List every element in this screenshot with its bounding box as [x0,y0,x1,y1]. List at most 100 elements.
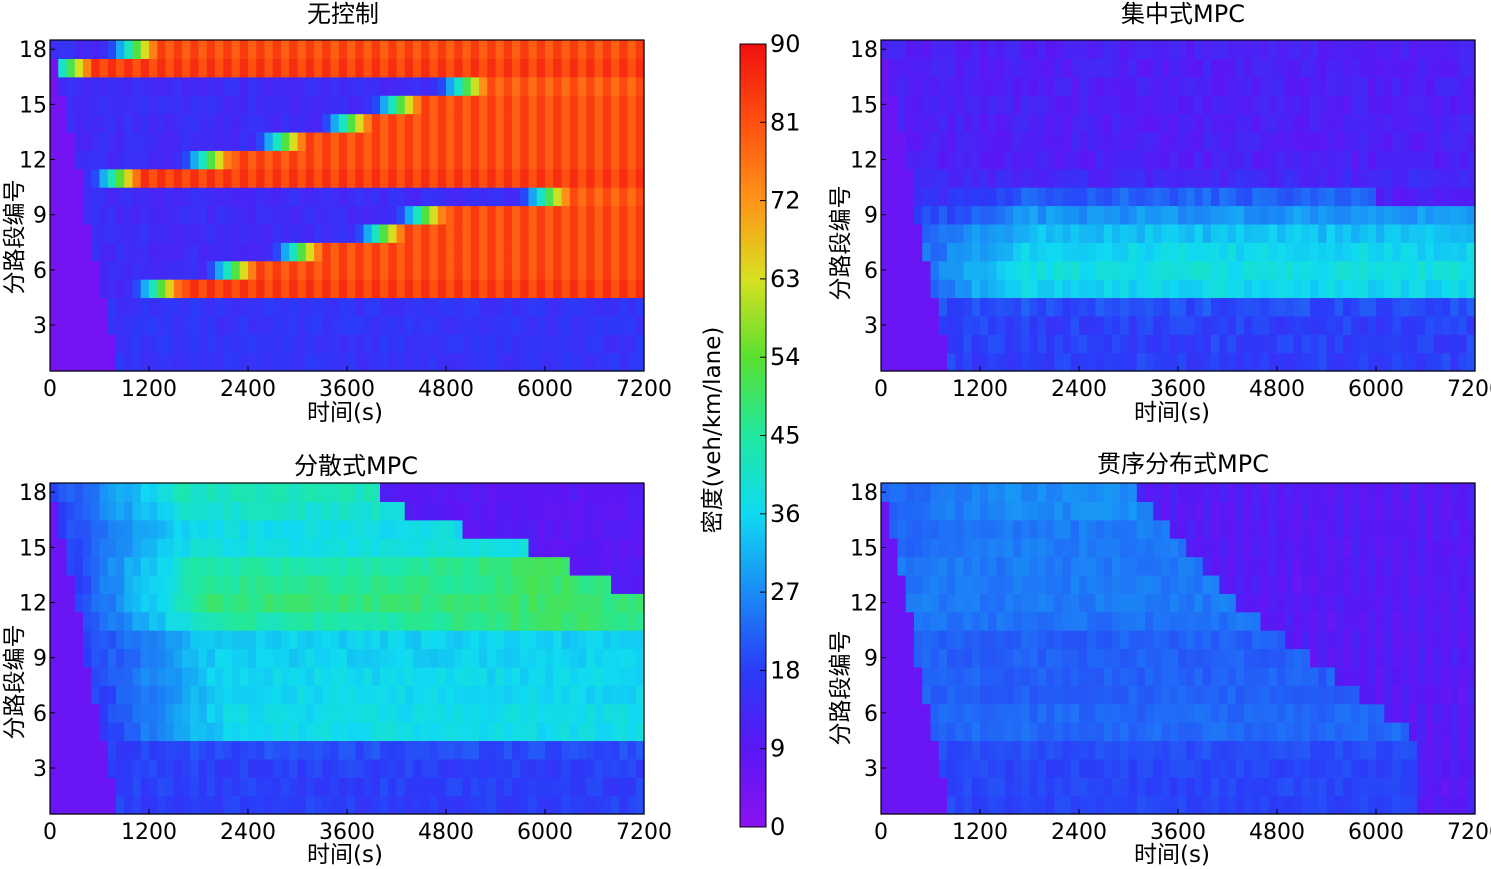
heatmap-cell [1219,76,1229,96]
heatmap-cell [58,150,68,170]
heatmap-cell [74,666,84,686]
heatmap-cell [74,242,84,262]
heatmap-cell [248,315,257,335]
heatmap-cell [1013,131,1022,151]
heatmap-cell [206,297,216,317]
heatmap-cell [578,352,587,372]
heatmap-cell [1318,242,1328,262]
heatmap-cell [487,205,497,225]
heatmap-cell [947,76,956,96]
heatmap-cell [1169,40,1179,59]
heatmap-cell [215,76,224,96]
heatmap-cell [1376,168,1385,188]
heatmap-cell [58,795,68,815]
heatmap-cell [594,574,604,594]
heatmap-cell [487,113,497,133]
y-tick-label: 3 [33,757,47,782]
heatmap-cell [1425,703,1435,723]
heatmap-cell [1343,131,1352,151]
heatmap-cell [619,334,629,354]
heatmap-cell [1021,40,1031,59]
heatmap-cell [1136,648,1146,668]
heatmap-cell [470,703,480,723]
heatmap-cell [239,223,249,243]
heatmap-cell [586,740,596,760]
heatmap-cell [182,538,191,558]
heatmap-cell [955,611,965,631]
heatmap-cell [1334,260,1344,280]
heatmap-cell [1285,630,1295,650]
heatmap-cell [50,685,59,705]
heatmap-cell [1409,113,1418,133]
heatmap-cell [371,113,381,133]
heatmap-cell [1400,58,1410,78]
heatmap-cell [905,795,915,815]
heatmap-cell [107,297,117,317]
heatmap-cell [371,795,381,815]
heatmap-cell [1070,58,1080,78]
heatmap-cell [124,501,134,521]
heatmap-cell [272,58,282,78]
heatmap-cell [297,113,307,133]
heatmap-cell [1054,187,1064,207]
heatmap-cell [421,574,431,594]
heatmap-cell [281,95,290,115]
heatmap-cell [470,334,480,354]
heatmap-cell [355,279,365,299]
heatmap-cell [1029,795,1039,815]
heatmap-cell [272,556,282,576]
heatmap-cell [1260,630,1270,650]
heatmap-cell [1219,574,1229,594]
heatmap-cell [1136,611,1146,631]
heatmap-cell [66,574,76,594]
heatmap-cell [396,795,406,815]
heatmap-cell [1376,795,1385,815]
heatmap-cell [905,205,915,225]
heatmap-cell [437,538,447,558]
heatmap-cell [297,574,307,594]
heatmap-cell [1070,574,1080,594]
heatmap-cell [355,758,365,778]
heatmap-cell [897,58,907,78]
heatmap-cell [124,113,134,133]
heatmap-cell [413,593,422,613]
heatmap-cell [635,223,645,243]
heatmap-cell [627,556,637,576]
heatmap-cell [1458,574,1468,594]
heatmap-cell [91,297,101,317]
heatmap-cell [1169,279,1179,299]
heatmap-cell [91,648,101,668]
heatmap-cell [479,556,488,576]
heatmap-cell [388,352,398,372]
heatmap-cell [545,150,554,170]
heatmap-cell [536,352,546,372]
heatmap-cell [495,519,505,539]
heatmap-cell [281,795,290,815]
heatmap-cell [107,187,117,207]
heatmap-cell [157,95,167,115]
heatmap-cell [1079,187,1088,207]
heatmap-cell [322,352,332,372]
heatmap-cell [897,703,907,723]
heatmap-cell [1128,758,1138,778]
heatmap-cell [1310,315,1319,335]
heatmap-cell [578,279,587,299]
heatmap-cell [1392,297,1402,317]
heatmap-cell [58,334,68,354]
heatmap-cell [1260,722,1270,742]
heatmap-cell [1128,187,1138,207]
heatmap-cell [173,76,183,96]
heatmap-cell [1310,556,1319,576]
heatmap-cell [1029,242,1039,262]
heatmap-cell [388,242,398,262]
heatmap-cell [988,630,998,650]
heatmap-cell [305,538,315,558]
heatmap-cell [1260,777,1270,797]
heatmap-cell [198,758,208,778]
heatmap-cell [905,131,915,151]
heatmap-cell [347,611,356,631]
heatmap-cell [371,722,381,742]
heatmap-cell [446,113,455,133]
heatmap-cell [355,76,365,96]
heatmap-cell [1219,703,1229,723]
